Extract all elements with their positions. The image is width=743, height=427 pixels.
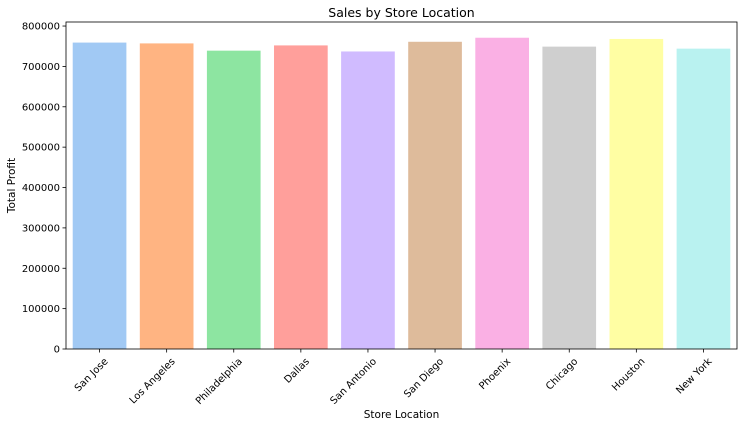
chart-title: Sales by Store Location: [328, 5, 474, 20]
x-tick-label: Los Angeles: [128, 356, 178, 406]
x-tick-label: Phoenix: [477, 356, 513, 392]
plot-frame: [65, 21, 738, 350]
y-tick-label: 0: [54, 345, 60, 356]
bar-chicago: [542, 46, 597, 350]
y-tick-label: 100000: [22, 304, 60, 315]
x-tick-label: San Antonio: [328, 356, 379, 407]
y-tick-label: 700000: [22, 62, 60, 73]
y-tick-label: 200000: [22, 264, 60, 275]
x-tick-label: Houston: [610, 356, 647, 393]
x-tick-label: Chicago: [544, 356, 580, 392]
y-tick-label: 400000: [22, 183, 60, 194]
bars: [72, 37, 731, 350]
x-axis-ticks: San Jose Los Angeles Philadelphia Dallas San…: [73, 349, 715, 407]
x-tick-label: New York: [674, 356, 714, 396]
bar-san-antonio: [341, 51, 395, 350]
bar-phoenix: [475, 37, 529, 349]
y-tick-label: 800000: [22, 22, 60, 33]
bar-los-angeles: [139, 43, 194, 349]
bar-philadelphia: [206, 50, 261, 349]
y-tick-label: 300000: [22, 223, 60, 234]
bar-san-jose: [72, 42, 127, 349]
x-tick-label: San Jose: [73, 356, 111, 394]
y-tick-label: 600000: [22, 102, 60, 113]
bar-san-diego: [408, 41, 462, 349]
bar-houston: [609, 38, 664, 349]
x-axis-label: Store Location: [364, 409, 440, 421]
x-tick-label: Philadelphia: [194, 356, 245, 407]
bar-new-york: [676, 48, 731, 350]
y-axis-ticks: 0 100000 200000 300000 400000 500000 600000 700…: [22, 22, 66, 356]
y-tick-label: 500000: [22, 143, 60, 154]
bar-dallas: [274, 45, 328, 349]
x-tick-label: San Diego: [402, 356, 446, 400]
x-tick-label: Dallas: [282, 356, 312, 386]
y-axis-label: Total Profit: [6, 158, 18, 214]
